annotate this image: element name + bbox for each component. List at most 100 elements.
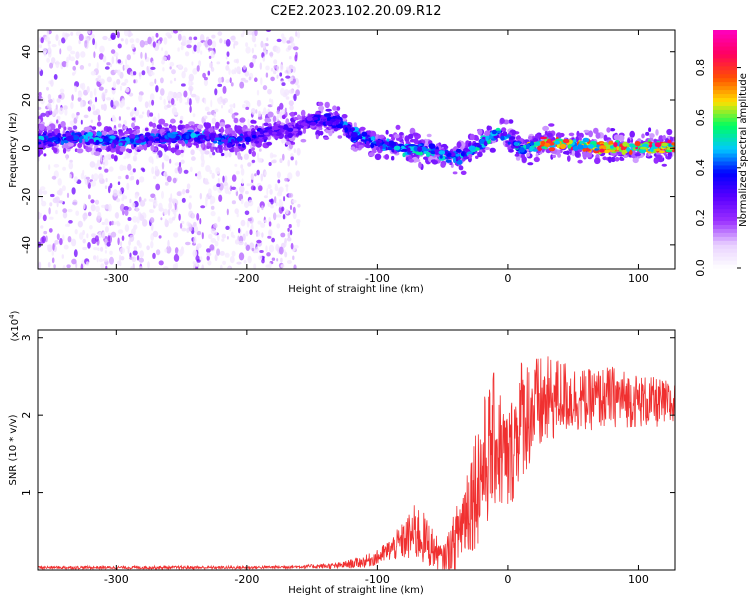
noise-cell xyxy=(181,83,186,87)
noise-cell xyxy=(287,45,292,51)
signal-halo-cell xyxy=(359,126,366,131)
signal-cell xyxy=(479,138,486,144)
noise-cell xyxy=(163,98,166,106)
noise-cell xyxy=(119,164,124,172)
noise-cell xyxy=(280,257,283,263)
noise-cell xyxy=(243,153,249,160)
signal-cell xyxy=(95,139,100,145)
noise-cell xyxy=(169,66,172,70)
noise-cell xyxy=(122,165,127,171)
noise-cell xyxy=(40,225,44,229)
noise-cell xyxy=(105,177,108,183)
noise-cell xyxy=(97,75,102,79)
noise-cell xyxy=(150,223,154,231)
noise-cell xyxy=(183,67,188,73)
noise-cell xyxy=(96,255,99,263)
noise-cell xyxy=(209,244,215,251)
noise-cell xyxy=(133,224,138,230)
signal-halo-cell xyxy=(576,130,580,138)
noise-cell xyxy=(275,243,280,252)
signal-halo-cell xyxy=(376,146,380,151)
signal-cell xyxy=(263,132,269,136)
noise-cell xyxy=(225,56,228,60)
noise-cell xyxy=(87,106,92,112)
noise-cell xyxy=(260,173,264,182)
noise-cell xyxy=(94,41,98,50)
noise-cell xyxy=(124,224,130,232)
noise-cell xyxy=(233,43,236,49)
noise-cell xyxy=(211,117,217,125)
noise-cell xyxy=(270,198,274,205)
noise-cell xyxy=(90,33,95,40)
noise-cell xyxy=(276,223,281,229)
noise-cell xyxy=(238,227,241,234)
noise-cell xyxy=(251,58,256,64)
colorbar-band xyxy=(713,156,737,162)
colorbar-band xyxy=(713,224,737,229)
signal-cell xyxy=(324,113,331,117)
signal-cell xyxy=(344,127,349,133)
noise-cell xyxy=(263,195,268,199)
noise-cell xyxy=(100,154,103,162)
noise-cell xyxy=(90,204,96,212)
signal-halo-cell xyxy=(655,154,662,159)
noise-cell xyxy=(136,255,140,261)
signal-halo-cell xyxy=(171,126,177,133)
noise-cell xyxy=(83,114,89,119)
signal-cell xyxy=(634,141,641,147)
noise-cell xyxy=(209,152,213,159)
noise-cell xyxy=(295,170,300,177)
noise-cell xyxy=(138,72,142,77)
snr-frame xyxy=(37,329,676,571)
signal-halo-cell xyxy=(62,147,67,154)
colorbar-band xyxy=(713,41,737,47)
noise-cell xyxy=(52,110,55,116)
noise-cell xyxy=(96,61,99,70)
noise-cell xyxy=(242,30,245,35)
colorbar-band xyxy=(713,204,737,210)
signal-cell xyxy=(407,147,411,153)
colorbar-band xyxy=(713,137,737,142)
signal-cell xyxy=(51,131,55,137)
noise-cell xyxy=(193,236,197,244)
signal-halo-cell xyxy=(544,130,548,136)
noise-cell xyxy=(245,244,250,251)
noise-cell xyxy=(72,65,76,71)
signal-halo-cell xyxy=(110,154,115,159)
noise-cell xyxy=(106,62,111,66)
noise-cell xyxy=(244,79,249,83)
noise-cell xyxy=(207,70,211,76)
noise-cell xyxy=(53,74,58,80)
noise-cell xyxy=(199,218,202,225)
snr-y-scale-exponent: 4 xyxy=(8,314,16,319)
noise-cell xyxy=(169,91,174,96)
noise-cell xyxy=(129,252,132,258)
signal-halo-cell xyxy=(234,124,238,132)
signal-halo-cell xyxy=(567,155,571,162)
noise-cell xyxy=(234,163,238,167)
signal-halo-cell xyxy=(219,122,226,127)
noise-cell xyxy=(189,195,192,199)
noise-cell xyxy=(251,35,257,43)
noise-cell xyxy=(253,186,256,191)
signal-cell xyxy=(513,141,519,146)
noise-cell xyxy=(286,40,291,44)
signal-halo-cell xyxy=(39,149,44,155)
noise-cell xyxy=(69,174,72,179)
signal-halo-cell xyxy=(284,134,288,139)
noise-cell xyxy=(166,245,172,254)
noise-cell xyxy=(235,187,238,192)
noise-cell xyxy=(167,239,170,248)
noise-cell xyxy=(75,60,79,66)
noise-cell xyxy=(117,260,120,266)
noise-cell xyxy=(251,47,254,54)
noise-cell xyxy=(233,103,236,109)
noise-cell xyxy=(71,258,77,265)
signal-halo-cell xyxy=(137,146,145,150)
noise-cell xyxy=(138,91,144,96)
noise-cell xyxy=(177,250,183,257)
noise-cell xyxy=(259,201,265,209)
noise-cell xyxy=(181,220,185,225)
noise-cell xyxy=(225,79,231,84)
